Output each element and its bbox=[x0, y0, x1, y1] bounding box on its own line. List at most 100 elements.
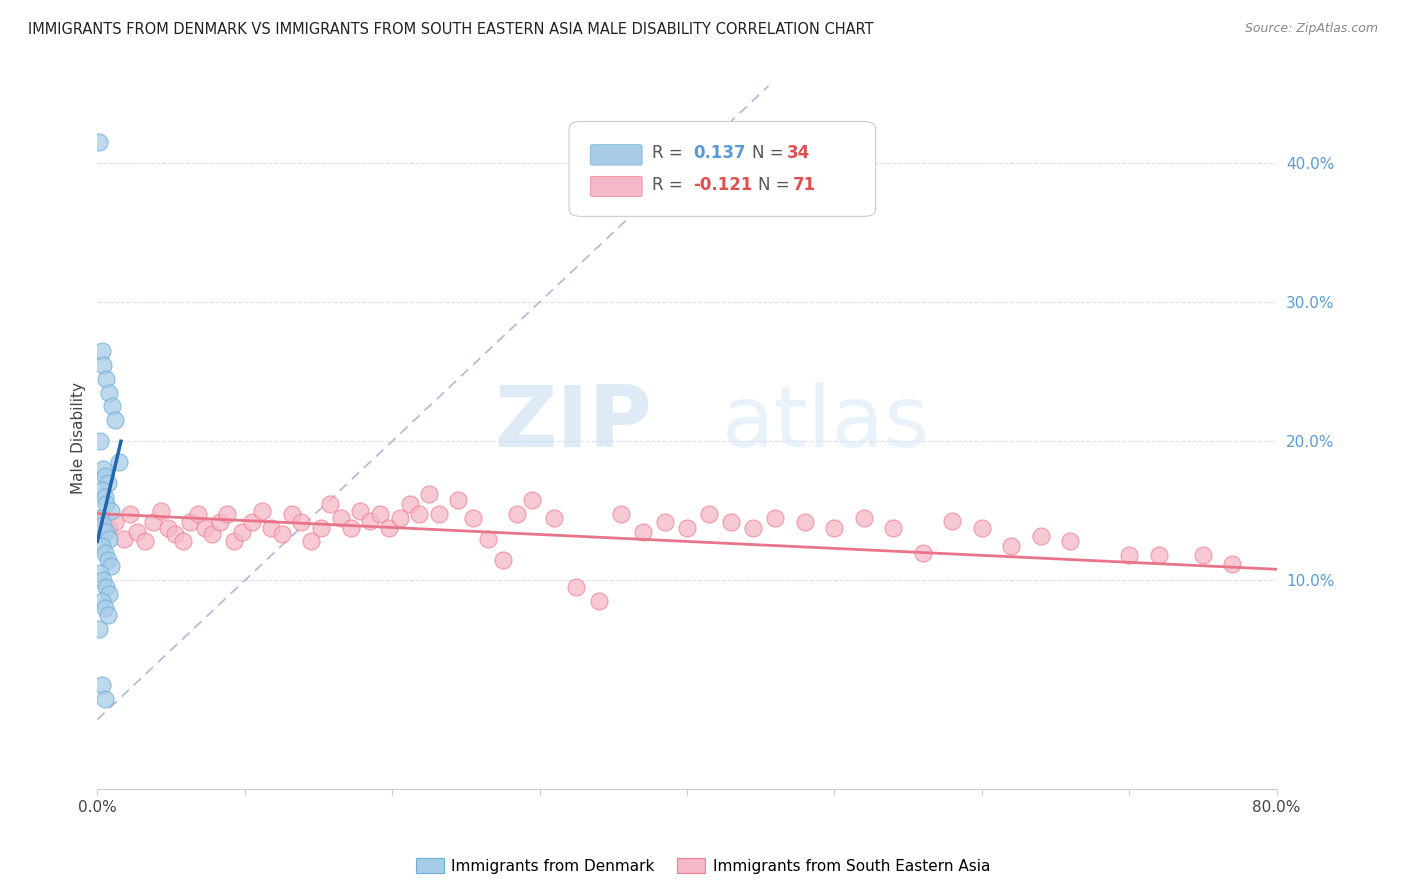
Point bbox=[349, 504, 371, 518]
Point bbox=[1000, 539, 1022, 553]
Point bbox=[941, 514, 963, 528]
Point bbox=[98, 520, 121, 534]
Point bbox=[1220, 557, 1243, 571]
Point bbox=[882, 520, 904, 534]
Point bbox=[91, 517, 114, 532]
Point bbox=[201, 527, 224, 541]
Point bbox=[311, 520, 333, 534]
Text: -0.121: -0.121 bbox=[693, 176, 752, 194]
Point bbox=[187, 507, 209, 521]
Point bbox=[108, 455, 131, 469]
Point bbox=[91, 462, 114, 476]
Point bbox=[165, 527, 187, 541]
Point bbox=[398, 497, 420, 511]
Point bbox=[1118, 549, 1140, 563]
Text: Source: ZipAtlas.com: Source: ZipAtlas.com bbox=[1244, 22, 1378, 36]
Point bbox=[676, 520, 699, 534]
Point bbox=[118, 507, 141, 521]
Point bbox=[90, 483, 112, 497]
Text: R =: R = bbox=[651, 145, 688, 162]
Point bbox=[104, 515, 127, 529]
Point bbox=[93, 545, 115, 559]
Point bbox=[1029, 529, 1052, 543]
Point bbox=[763, 510, 786, 524]
Point bbox=[359, 514, 381, 528]
Point bbox=[506, 507, 529, 521]
Point bbox=[93, 691, 115, 706]
Point bbox=[270, 527, 292, 541]
Point bbox=[93, 601, 115, 615]
Point bbox=[697, 507, 720, 521]
Point bbox=[101, 400, 124, 414]
Point bbox=[112, 532, 135, 546]
Point bbox=[388, 510, 411, 524]
Point bbox=[290, 515, 312, 529]
Point bbox=[463, 510, 485, 524]
Point bbox=[90, 343, 112, 358]
Point bbox=[281, 507, 304, 521]
Point bbox=[96, 524, 118, 539]
Point bbox=[127, 524, 149, 539]
Text: atlas: atlas bbox=[723, 382, 931, 466]
Point bbox=[142, 515, 165, 529]
Text: N =: N = bbox=[752, 145, 789, 162]
Point bbox=[447, 492, 470, 507]
Text: N =: N = bbox=[758, 176, 794, 194]
Point bbox=[793, 515, 815, 529]
Point bbox=[1147, 549, 1170, 563]
Point bbox=[87, 135, 110, 149]
Point bbox=[1059, 534, 1081, 549]
Point bbox=[90, 539, 112, 553]
Point bbox=[970, 520, 993, 534]
Y-axis label: Male Disability: Male Disability bbox=[72, 382, 86, 494]
FancyBboxPatch shape bbox=[591, 177, 643, 197]
Point bbox=[742, 520, 765, 534]
Point bbox=[240, 515, 263, 529]
Point bbox=[252, 504, 274, 518]
Point bbox=[378, 520, 401, 534]
Point bbox=[98, 587, 121, 601]
Point bbox=[329, 510, 352, 524]
Point bbox=[98, 385, 121, 400]
Point bbox=[179, 515, 201, 529]
Point bbox=[370, 507, 392, 521]
Point bbox=[609, 507, 631, 521]
Text: IMMIGRANTS FROM DENMARK VS IMMIGRANTS FROM SOUTH EASTERN ASIA MALE DISABILITY CO: IMMIGRANTS FROM DENMARK VS IMMIGRANTS FR… bbox=[28, 22, 873, 37]
Point bbox=[96, 371, 118, 385]
Point bbox=[97, 552, 120, 566]
Point bbox=[492, 552, 515, 566]
Point bbox=[418, 487, 440, 501]
Point bbox=[720, 515, 742, 529]
Point bbox=[911, 545, 934, 559]
Point bbox=[91, 358, 114, 372]
Point bbox=[477, 532, 499, 546]
Point bbox=[231, 524, 253, 539]
Text: R =: R = bbox=[651, 176, 688, 194]
Point bbox=[588, 594, 610, 608]
Point bbox=[96, 497, 118, 511]
Point bbox=[224, 534, 246, 549]
Point bbox=[340, 520, 363, 534]
Point bbox=[90, 594, 112, 608]
Point bbox=[631, 524, 654, 539]
Point bbox=[565, 580, 588, 594]
Point bbox=[194, 520, 217, 534]
Point bbox=[319, 497, 342, 511]
Point bbox=[97, 475, 120, 490]
Point bbox=[89, 510, 111, 524]
Point bbox=[260, 520, 283, 534]
Point bbox=[215, 507, 238, 521]
Text: ZIP: ZIP bbox=[494, 382, 651, 466]
Point bbox=[149, 504, 172, 518]
FancyBboxPatch shape bbox=[591, 145, 643, 165]
Point bbox=[408, 507, 430, 521]
Point bbox=[157, 520, 180, 534]
Legend: Immigrants from Denmark, Immigrants from South Eastern Asia: Immigrants from Denmark, Immigrants from… bbox=[411, 852, 995, 880]
Point bbox=[97, 608, 120, 623]
Point bbox=[522, 492, 544, 507]
Point bbox=[91, 574, 114, 588]
Point bbox=[208, 515, 231, 529]
Point bbox=[172, 534, 194, 549]
FancyBboxPatch shape bbox=[569, 121, 876, 217]
Text: 0.137: 0.137 bbox=[693, 145, 745, 162]
